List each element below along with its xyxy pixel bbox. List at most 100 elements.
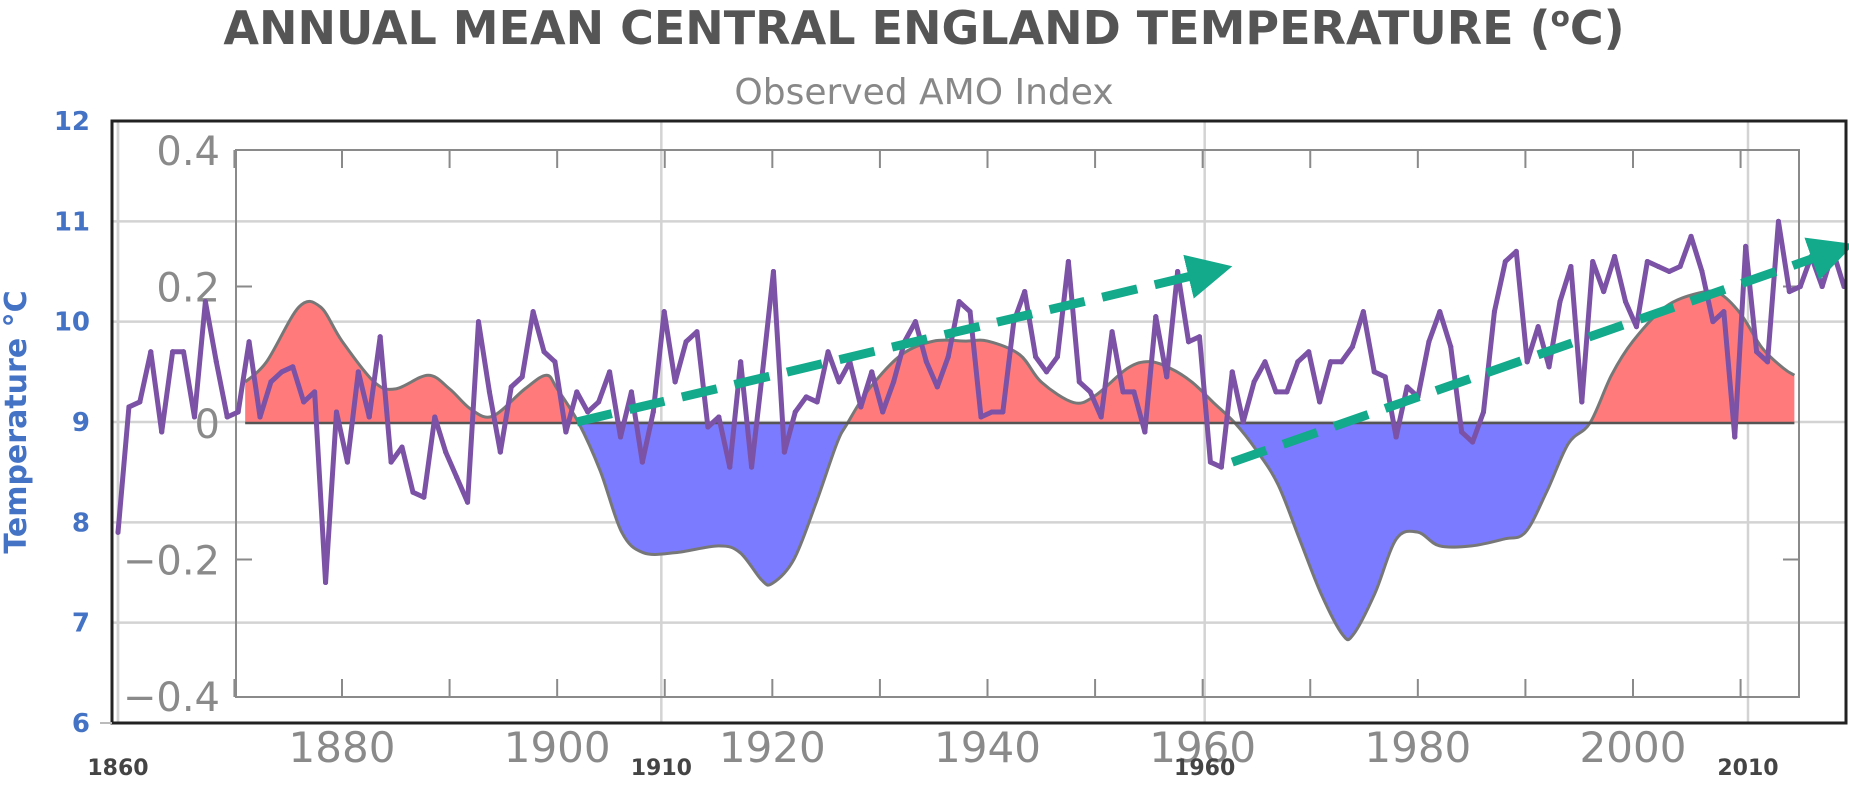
- temperature-point: [486, 389, 492, 395]
- temperature-point: [956, 299, 962, 305]
- temperature-segment: [246, 339, 263, 420]
- temperature-segment: [1601, 253, 1618, 295]
- amo-tick-labels: 0.4 0.2 0 −0.2 −0.4 1880 1900 1920 1940 1960 1980 2…: [123, 129, 1687, 772]
- temperature-segment: [760, 269, 776, 375]
- temperature-point: [1076, 379, 1082, 385]
- temperature-tick-label: 11: [54, 207, 90, 237]
- temperature-segment: [825, 349, 842, 385]
- temperature-point: [552, 359, 558, 365]
- temperature-segment: [814, 349, 831, 405]
- temperature-point: [1033, 354, 1039, 360]
- temperature-segment: [1033, 354, 1050, 375]
- temperature-segment: [137, 349, 154, 405]
- temperature-point: [454, 474, 460, 480]
- temperature-point: [683, 339, 689, 345]
- temperature-point: [1688, 233, 1694, 239]
- temperature-segment: [934, 354, 951, 390]
- temperature-segment: [1317, 359, 1334, 405]
- temperature-segment: [902, 319, 918, 345]
- temperature-point: [1502, 258, 1508, 264]
- temperature-point: [1404, 384, 1410, 390]
- temperature-point: [672, 379, 678, 385]
- temperature-segment: [1218, 369, 1235, 470]
- temperature-segment: [1098, 329, 1115, 420]
- temperature-segment: [257, 379, 274, 420]
- temperature-segment: [923, 359, 940, 390]
- temperature-point: [148, 349, 154, 355]
- temperature-segment: [1360, 309, 1377, 375]
- temperature-point: [1633, 324, 1639, 330]
- temperature-segment: [115, 404, 132, 535]
- temperature-point: [1175, 269, 1181, 274]
- temperature-point: [912, 319, 918, 325]
- amo-year-label: 1880: [289, 723, 396, 772]
- temperature-point: [1732, 434, 1738, 440]
- temperature-point: [836, 379, 842, 385]
- temperature-segment: [694, 329, 711, 430]
- temperature-point: [563, 429, 569, 435]
- temperature-segment: [1677, 233, 1694, 269]
- temperature-segment: [1164, 269, 1181, 380]
- temperature-segment: [1535, 324, 1552, 370]
- year-tick-label: 2010: [1717, 756, 1778, 781]
- temperature-segment: [333, 409, 350, 465]
- temperature-segment: [530, 309, 547, 355]
- temperature-point: [738, 359, 744, 365]
- temperature-segment: [858, 369, 875, 410]
- chart-title-suffix: C): [1570, 1, 1625, 55]
- temperature-point: [213, 359, 219, 365]
- temperature-segment: [1240, 379, 1257, 425]
- temperature-point: [323, 580, 329, 586]
- temperature-point: [1196, 334, 1202, 340]
- temperature-segment: [596, 369, 613, 405]
- temperature-segment: [1153, 314, 1170, 380]
- temperature-point: [978, 414, 984, 420]
- temperature-point: [1524, 359, 1530, 365]
- temperature-point: [1666, 269, 1672, 274]
- temperature-point: [749, 464, 755, 470]
- temperature-point: [1349, 344, 1355, 350]
- amo-year-label: 1920: [719, 723, 826, 772]
- amo-year-label: 1960: [1149, 723, 1256, 772]
- temperature-segment: [1426, 309, 1443, 345]
- temperature-point: [1754, 349, 1760, 355]
- temperature-point: [1546, 364, 1552, 370]
- temperature-segment: [1590, 258, 1607, 295]
- temperature-segment: [1262, 359, 1279, 395]
- temperature-segment: [650, 309, 667, 415]
- temperature-point: [596, 399, 602, 405]
- temperature-point: [1186, 339, 1192, 345]
- temperature-segment: [661, 309, 678, 385]
- temperature-point: [497, 449, 503, 455]
- amo-negative-area: [245, 423, 1795, 640]
- temperature-point: [814, 399, 820, 405]
- temperature-point: [825, 349, 831, 355]
- temperature-segment: [1415, 339, 1432, 400]
- temperature-segment: [1109, 329, 1126, 395]
- temperature-point: [443, 449, 449, 455]
- temperature-segment: [1765, 218, 1781, 365]
- temperature-point: [694, 329, 700, 335]
- temperature-segment: [497, 384, 514, 455]
- temperature-point: [1459, 429, 1465, 435]
- temperature-segment: [770, 269, 787, 455]
- temperature-segment: [148, 349, 165, 435]
- temperature-segment: [1306, 349, 1323, 405]
- temperature-point: [137, 399, 143, 405]
- temperature-segment: [1065, 258, 1082, 385]
- temperature-point: [126, 404, 132, 410]
- temperature-segment: [355, 369, 372, 420]
- temperature-point: [1054, 354, 1060, 360]
- temperature-segment: [552, 359, 569, 435]
- year-tick-label: 1860: [87, 756, 148, 781]
- amo-tick-label: 0.4: [156, 129, 220, 175]
- amo-year-label: 2000: [1580, 723, 1687, 772]
- temperature-point: [268, 379, 274, 385]
- temperature-segment: [181, 349, 197, 420]
- temperature-segment: [1481, 309, 1497, 415]
- temperature-tick-label: 8: [72, 508, 90, 538]
- temperature-tick-label: 9: [72, 408, 90, 438]
- temperature-point: [705, 424, 711, 430]
- temperature-point: [1262, 359, 1268, 365]
- temperature-segment: [639, 409, 656, 465]
